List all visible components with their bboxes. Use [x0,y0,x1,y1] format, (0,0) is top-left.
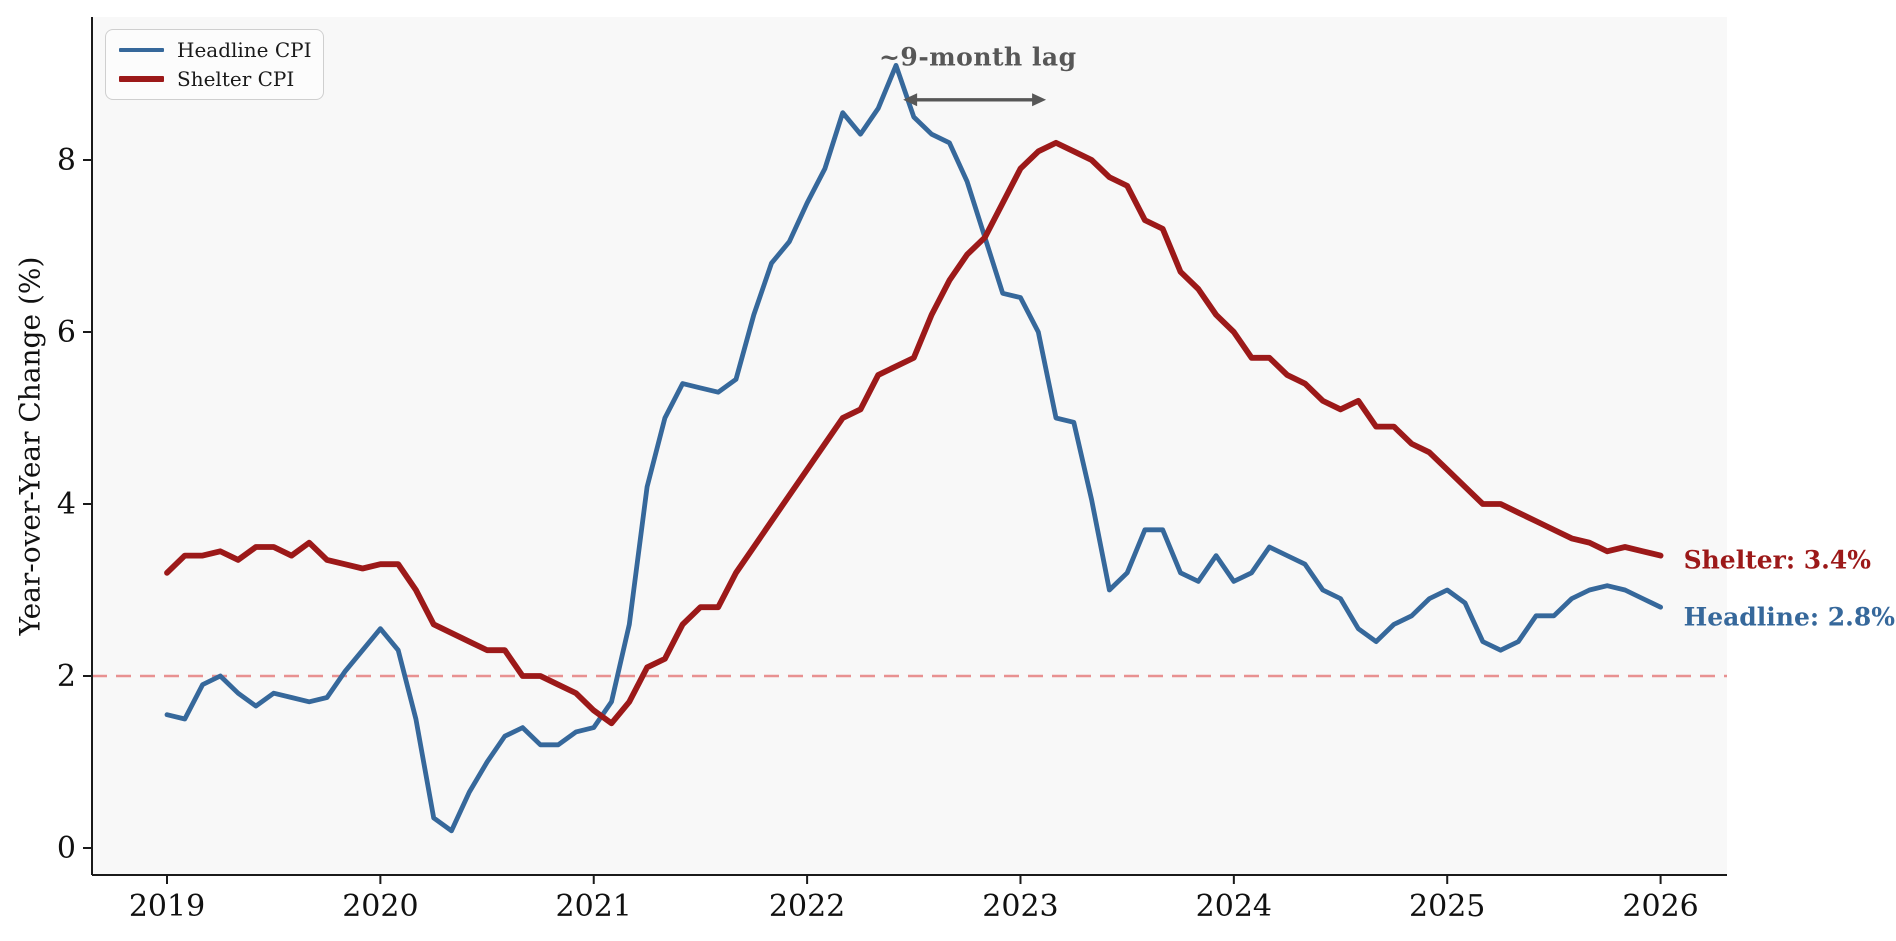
x-tick-label: 2021 [556,889,632,924]
x-tick-label: 2025 [1409,889,1485,924]
x-tick-label: 2022 [769,889,845,924]
y-tick-label: 0 [57,831,76,866]
x-tick-label: 2020 [342,889,418,924]
shelter-end-label: Shelter: 3.4% [1683,545,1872,575]
x-tick-label: 2023 [982,889,1058,924]
legend-item-headline: Headline CPI [119,38,312,62]
shelter-line-swatch [119,76,164,82]
legend-label-headline: Headline CPI [177,38,312,62]
x-tick-label: 2024 [1196,889,1272,924]
x-tick-label: 2019 [129,889,205,924]
x-tick-label: 2026 [1622,889,1698,924]
plot-background [92,17,1727,875]
headline-line-swatch [119,47,164,53]
y-tick-label: 8 [57,143,76,178]
headline-end-label: Headline: 2.8% [1683,602,1896,632]
legend-item-shelter: Shelter CPI [119,68,309,90]
lag-arrow-left-head [903,93,918,107]
lag-annotation-label: ~9-month lag [878,42,1077,72]
legend-label-shelter: Shelter CPI [177,67,295,91]
y-tick-label: 2 [57,659,76,694]
y-tick-label: 4 [57,487,76,522]
legend: Headline CPI Shelter CPI [105,29,324,100]
lag-arrow-right-head [1032,93,1047,107]
y-tick-label: 6 [57,315,76,350]
shelter-series-line [164,139,1664,727]
headline-series-line [164,63,1663,834]
y-axis-title: Year-over-Year Change (%) [13,256,47,636]
